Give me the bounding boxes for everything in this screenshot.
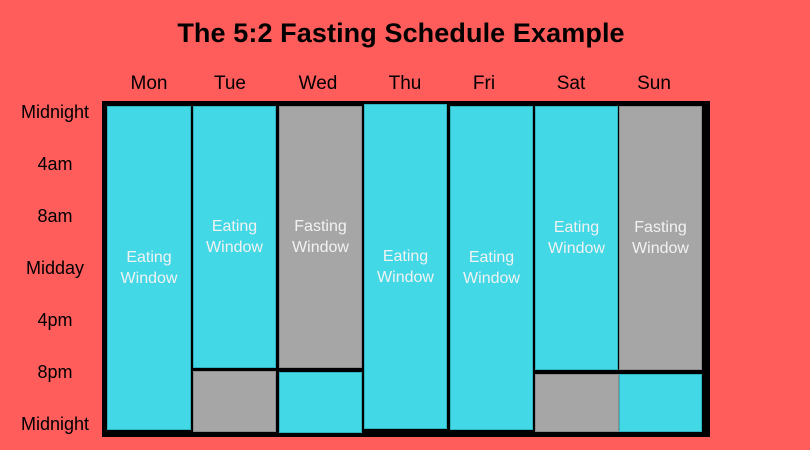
- day-label-sat: Sat: [556, 73, 586, 94]
- day-label-tue: Tue: [213, 73, 247, 94]
- cell-label: Eating Window: [548, 219, 605, 257]
- wed-eating-block: [279, 372, 362, 433]
- mon-eating-window: Eating Window: [107, 106, 191, 430]
- sat-fasting-block: [535, 374, 619, 432]
- thu-eating-window: Eating Window: [364, 104, 447, 429]
- cell-label: Fasting Window: [292, 218, 349, 256]
- day-label-sun: Sun: [637, 73, 671, 94]
- time-label-midnight-start: Midnight: [20, 102, 90, 122]
- sat-eating-window: Eating Window: [535, 106, 618, 370]
- cell-label: Fasting Window: [632, 219, 689, 257]
- cell-label: Eating Window: [120, 249, 178, 287]
- time-label-8pm: 8pm: [37, 362, 73, 382]
- time-label-4pm: 4pm: [37, 310, 73, 330]
- tue-eating-window: Eating Window: [193, 106, 276, 368]
- chart-title: The 5:2 Fasting Schedule Example: [177, 18, 625, 48]
- wed-fasting-window: Fasting Window: [279, 106, 362, 368]
- day-label-thu: Thu: [388, 73, 422, 94]
- tue-fasting-block: [193, 371, 276, 432]
- cell-label: Eating Window: [463, 249, 520, 287]
- time-label-midday: Midday: [25, 258, 85, 278]
- time-label-8am: 8am: [37, 206, 73, 226]
- sun-eating-block: [619, 374, 702, 432]
- fri-eating-window: Eating Window: [450, 106, 533, 430]
- cell-label: Eating Window: [206, 218, 263, 256]
- cell-label: Eating Window: [377, 247, 434, 286]
- sun-fasting-window: Fasting Window: [619, 106, 702, 370]
- day-label-mon: Mon: [130, 73, 168, 94]
- day-label-fri: Fri: [472, 73, 496, 94]
- day-label-wed: Wed: [298, 73, 338, 94]
- time-label-4am: 4am: [37, 154, 73, 174]
- time-label-midnight-end: Midnight: [20, 414, 90, 434]
